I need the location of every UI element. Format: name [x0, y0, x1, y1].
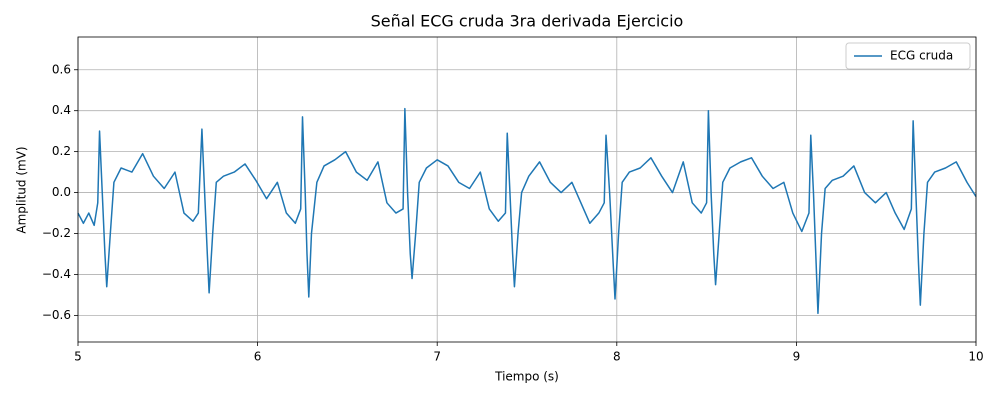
y-tick-label: 0.2: [52, 144, 71, 158]
y-tick-label: −0.4: [42, 267, 71, 281]
y-tick-label: 0.6: [52, 62, 71, 76]
x-tick-label: 5: [74, 350, 82, 364]
chart-title: Señal ECG cruda 3ra derivada Ejercicio: [371, 12, 684, 31]
legend-label: ECG cruda: [890, 49, 953, 63]
ecg-line: [77, 107, 977, 315]
x-tick-label: 10: [968, 350, 983, 364]
x-tick-label: 9: [793, 350, 801, 364]
x-tick-label: 6: [254, 350, 262, 364]
y-tick-label: −0.6: [42, 308, 71, 322]
x-tick-label: 8: [613, 350, 621, 364]
y-tick-label: −0.2: [42, 226, 71, 240]
legend-box: [845, 42, 971, 70]
x-tick-label: 7: [433, 350, 441, 364]
y-axis-label: Amplitud (mV): [15, 146, 29, 233]
y-tick-label: 0.4: [52, 103, 71, 117]
y-tick-label: 0.0: [52, 185, 71, 199]
x-axis-label: Tiempo (s): [494, 370, 559, 384]
plot-frame: [77, 36, 977, 343]
